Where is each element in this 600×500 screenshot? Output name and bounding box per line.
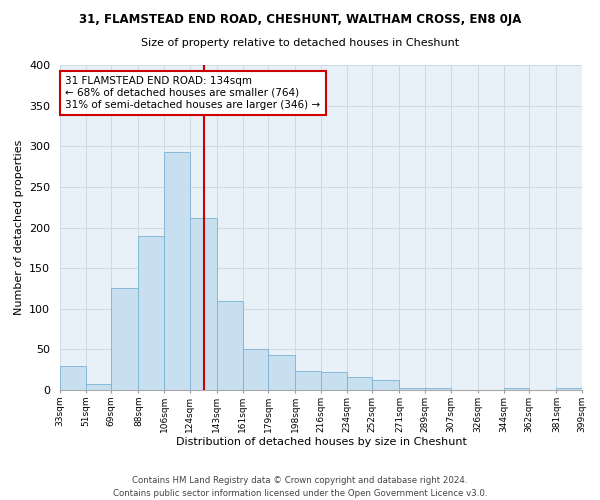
Bar — [503, 388, 529, 390]
Bar — [190, 218, 217, 390]
Bar — [347, 377, 373, 390]
Bar — [60, 366, 86, 390]
X-axis label: Distribution of detached houses by size in Cheshunt: Distribution of detached houses by size … — [176, 438, 466, 448]
Bar — [217, 300, 242, 390]
Bar — [268, 355, 295, 390]
Bar — [139, 236, 164, 390]
Text: Contains HM Land Registry data © Crown copyright and database right 2024.: Contains HM Land Registry data © Crown c… — [132, 476, 468, 485]
Text: Contains public sector information licensed under the Open Government Licence v3: Contains public sector information licen… — [113, 489, 487, 498]
Bar — [400, 388, 425, 390]
Bar — [295, 372, 321, 390]
Bar — [164, 152, 190, 390]
Text: Size of property relative to detached houses in Cheshunt: Size of property relative to detached ho… — [141, 38, 459, 48]
Y-axis label: Number of detached properties: Number of detached properties — [14, 140, 23, 315]
Bar — [86, 384, 112, 390]
Bar — [112, 288, 139, 390]
Bar — [373, 380, 400, 390]
Text: 31 FLAMSTEAD END ROAD: 134sqm
← 68% of detached houses are smaller (764)
31% of : 31 FLAMSTEAD END ROAD: 134sqm ← 68% of d… — [65, 76, 320, 110]
Bar — [556, 388, 582, 390]
Bar — [242, 350, 268, 390]
Bar — [425, 388, 451, 390]
Bar — [321, 372, 347, 390]
Text: 31, FLAMSTEAD END ROAD, CHESHUNT, WALTHAM CROSS, EN8 0JA: 31, FLAMSTEAD END ROAD, CHESHUNT, WALTHA… — [79, 12, 521, 26]
